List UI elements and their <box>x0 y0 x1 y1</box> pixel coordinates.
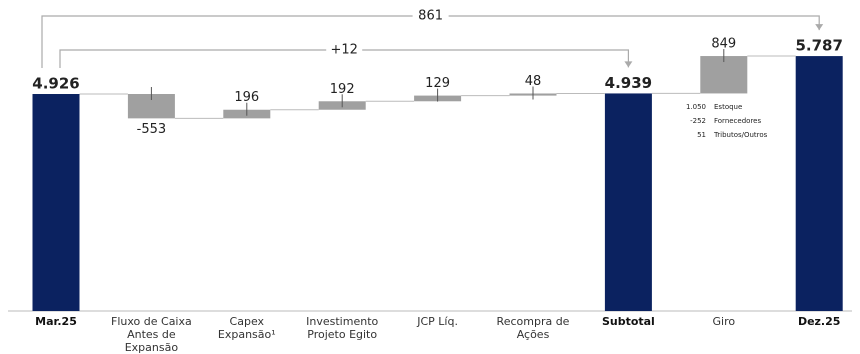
breakdown-amount: -252 <box>690 117 706 125</box>
annotation: +12 <box>330 43 357 58</box>
bar <box>604 93 652 312</box>
bar <box>32 94 80 311</box>
category-label: Recompra de Ações <box>496 315 570 341</box>
category-label: Investimento Projeto Egito <box>306 315 379 341</box>
breakdown-amount: 51 <box>697 131 706 139</box>
bracket-arrow <box>815 24 824 31</box>
annotation: 861 <box>418 9 443 24</box>
breakdown-label: Tributos/Outros <box>713 131 768 139</box>
value-label: 5.787 <box>795 37 842 55</box>
breakdown-label: Fornecedores <box>714 117 761 125</box>
category-label: Dez.25 <box>797 315 841 328</box>
value-label: 48 <box>525 74 542 89</box>
annotation-bg <box>326 42 363 58</box>
value-label: 4.939 <box>605 74 652 92</box>
value-label: 129 <box>425 76 450 91</box>
category-label: Giro <box>712 315 736 328</box>
bracket-arrow <box>624 61 633 68</box>
category-label: JCP Líq. <box>417 315 458 328</box>
category-label: Subtotal <box>601 315 655 328</box>
value-label: 4.926 <box>32 75 79 93</box>
value-label: -553 <box>137 122 167 137</box>
value-label: 192 <box>330 82 355 97</box>
value-label: 196 <box>234 90 259 105</box>
bar <box>700 56 748 94</box>
breakdown-amount: 1.050 <box>686 103 706 111</box>
annotation-bg <box>412 8 449 24</box>
value-label: 849 <box>711 37 736 52</box>
breakdown-label: Estoque <box>714 103 742 111</box>
category-label: Mar.25 <box>35 315 77 328</box>
bar <box>795 56 843 312</box>
category-label: Capex Expansão¹ <box>217 315 276 341</box>
category-label: Fluxo de Caixa Antes de Expansão <box>111 315 192 354</box>
